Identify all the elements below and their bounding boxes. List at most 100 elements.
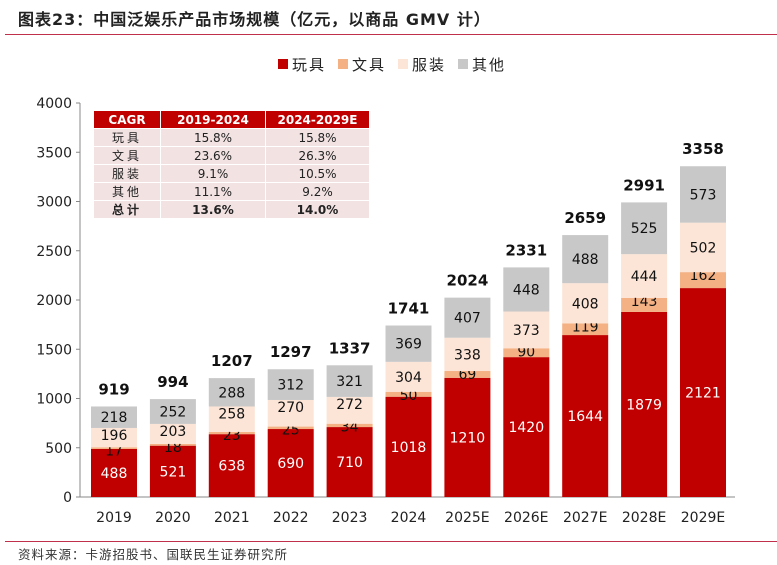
- bar-segment: [267, 426, 314, 430]
- bar-segment: [621, 254, 668, 298]
- cagr-cell: 9.1%: [160, 164, 266, 183]
- data-label: 1210: [450, 430, 486, 446]
- bar-segment: [444, 371, 491, 378]
- bar-segment: [326, 365, 373, 397]
- x-tick-label: 2020: [155, 510, 191, 526]
- bar-segment: [444, 297, 491, 338]
- data-label: 488: [572, 252, 599, 268]
- bar-segment: [444, 337, 491, 372]
- bar-segment: [208, 378, 255, 407]
- data-label: 252: [160, 405, 187, 421]
- figure-title: 图表23：中国泛娱乐产品市场规模（亿元，以商品 GMV 计）: [18, 10, 491, 29]
- data-label: 407: [454, 311, 481, 327]
- bar-segment: [91, 427, 137, 448]
- total-label: 1207: [211, 352, 253, 370]
- data-label: 1018: [391, 440, 427, 456]
- data-label: 203: [160, 424, 187, 440]
- data-label: 525: [631, 221, 658, 237]
- cagr-cell: 13.6%: [160, 200, 266, 219]
- x-tick-label: 2028E: [622, 510, 666, 526]
- bar-segment: [621, 311, 668, 497]
- data-label: 690: [277, 456, 304, 472]
- x-tick-label: 2027E: [563, 510, 607, 526]
- cagr-cell: 10.5%: [265, 164, 370, 183]
- data-label: 196: [101, 428, 128, 444]
- data-label: 710: [336, 455, 363, 471]
- total-label: 3358: [682, 140, 724, 158]
- y-tick-label: 2000: [36, 293, 72, 309]
- bar-segment: [385, 391, 432, 397]
- data-label: 1879: [626, 397, 662, 413]
- legend-label: 文具: [352, 56, 386, 74]
- cagr-cell: 服装: [93, 164, 161, 183]
- legend-label: 玩具: [292, 56, 326, 74]
- data-label: 312: [277, 378, 304, 394]
- data-label: 1420: [508, 420, 544, 436]
- bar-segment: [503, 357, 550, 497]
- bar-segment: [208, 434, 255, 497]
- total-label: 1297: [270, 343, 312, 361]
- cagr-cell: 23.6%: [160, 146, 266, 165]
- cagr-cell: 15.8%: [265, 128, 370, 147]
- bar-segment: [385, 396, 432, 497]
- bar-segment: [91, 448, 137, 497]
- bar-segment: [503, 267, 550, 312]
- data-label: 270: [277, 400, 304, 416]
- legend-label: 其他: [472, 56, 506, 74]
- cagr-cell: 26.3%: [265, 146, 370, 165]
- data-label: 321: [336, 374, 363, 390]
- x-tick-label: 2021: [214, 510, 250, 526]
- bar-segment: [680, 166, 726, 223]
- x-tick-label: 2029E: [681, 510, 725, 526]
- data-label: 218: [101, 410, 128, 426]
- bar-segment: [208, 431, 255, 435]
- total-label: 994: [157, 373, 188, 391]
- bar-segment: [444, 377, 491, 497]
- bar-segment: [149, 423, 196, 444]
- bar-segment: [149, 445, 196, 497]
- data-label: 2121: [685, 386, 721, 402]
- data-label: 373: [513, 323, 540, 339]
- data-label: 408: [572, 296, 599, 312]
- data-label: 288: [218, 385, 245, 401]
- bar-segment: [621, 202, 668, 255]
- bar-segment: [267, 399, 314, 427]
- cagr-cell: 其他: [93, 182, 161, 201]
- y-tick-label: 2500: [36, 244, 72, 260]
- data-label: 573: [690, 187, 717, 203]
- total-label: 2991: [623, 176, 665, 194]
- cagr-cell: 总计: [93, 200, 161, 219]
- total-label: 1741: [388, 300, 430, 318]
- bar-segment: [91, 406, 137, 428]
- bar-segment: [385, 361, 432, 392]
- y-tick-label: 500: [45, 441, 72, 457]
- total-label: 2659: [564, 209, 606, 227]
- bar-segment: [503, 311, 550, 349]
- y-tick-label: 4000: [36, 96, 72, 112]
- legend-swatch: [338, 59, 348, 69]
- data-label: 448: [513, 282, 540, 298]
- data-label: 444: [631, 269, 658, 285]
- data-label: 638: [218, 459, 245, 475]
- source-divider: [5, 541, 777, 542]
- cagr-header: 2024-2029E: [265, 110, 370, 129]
- data-label: 502: [690, 240, 717, 256]
- data-label: 272: [336, 397, 363, 413]
- data-label: 23: [223, 428, 241, 444]
- y-tick-label: 0: [63, 490, 72, 506]
- legend-swatch: [398, 59, 408, 69]
- bar-segment: [208, 406, 255, 432]
- cagr-cell: 玩具: [93, 128, 161, 147]
- data-label: 1644: [567, 409, 603, 425]
- bar-segment: [91, 447, 137, 449]
- source-note: 资料来源：卡游招股书、国联民生证券研究所: [18, 547, 289, 562]
- x-tick-label: 2024: [391, 510, 427, 526]
- x-tick-label: 2019: [96, 510, 132, 526]
- bar-segment: [621, 297, 668, 312]
- bar-segment: [149, 443, 196, 446]
- y-tick-label: 1000: [36, 392, 72, 408]
- bar-segment: [326, 396, 373, 424]
- data-label: 258: [218, 406, 245, 422]
